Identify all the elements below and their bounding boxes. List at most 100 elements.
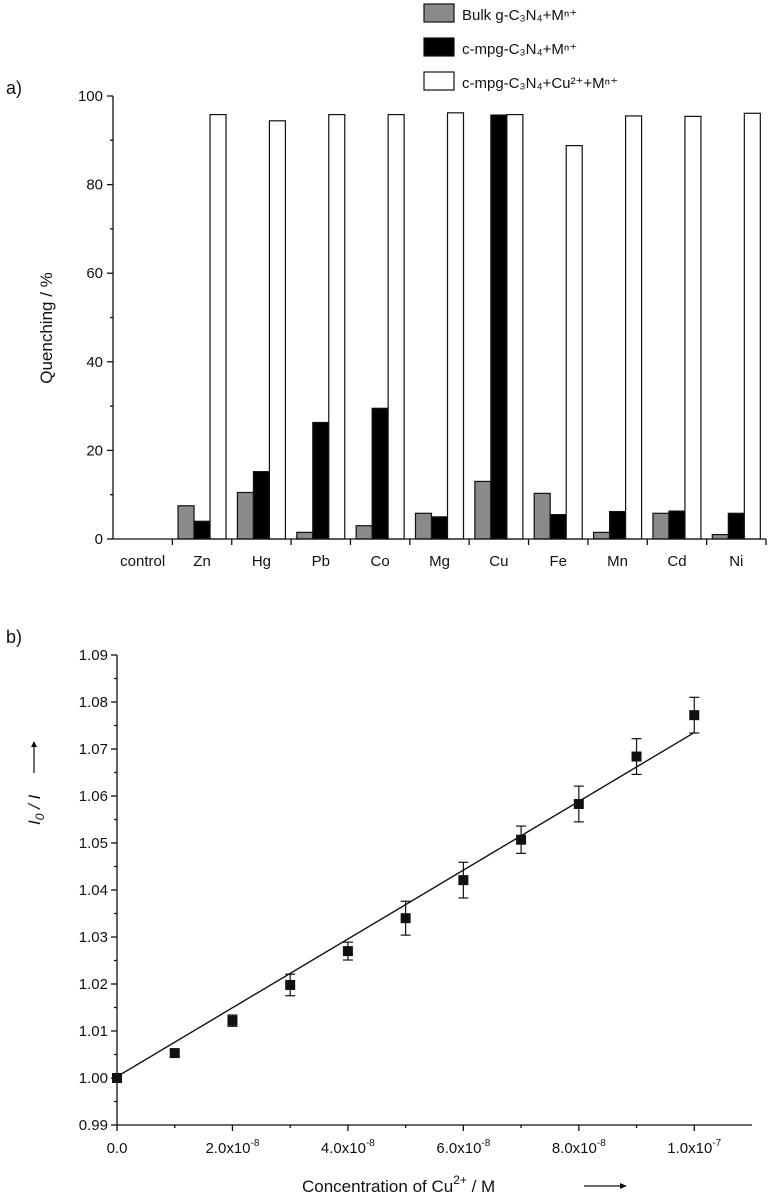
x-tick-label-b: 6.0x10-8 bbox=[436, 1138, 490, 1157]
y-tick-label-b: 1.04 bbox=[79, 882, 108, 899]
bar-zn-series-1 bbox=[177, 505, 195, 540]
x-title-b-arrow-head bbox=[620, 1183, 627, 1189]
data-point bbox=[573, 798, 584, 809]
y-tick-label-a: 100 bbox=[78, 88, 103, 105]
legend-swatch-bulk bbox=[423, 3, 455, 23]
x-tick-label-a-co: Co bbox=[371, 553, 390, 570]
y-tick-label-b: 1.02 bbox=[79, 976, 108, 993]
bar-co-series-3 bbox=[387, 114, 405, 540]
x-tick-label-a-pb: Pb bbox=[312, 553, 330, 570]
bar-pb-series-1 bbox=[296, 531, 314, 540]
bar-cd-series-2 bbox=[668, 510, 686, 540]
y-axis-title-b: I0 / I bbox=[25, 741, 47, 825]
y-tick-label-b: 1.08 bbox=[79, 694, 108, 711]
bars-a bbox=[177, 112, 761, 540]
y-tick-label-a: 0 bbox=[95, 531, 103, 548]
bar-cu-series-1 bbox=[474, 480, 492, 540]
y-tick-label-b: 1.09 bbox=[79, 647, 108, 664]
x-tick-label-b: 1.0x10-7 bbox=[667, 1138, 721, 1157]
bar-cu-series-2 bbox=[490, 114, 508, 540]
x-axis-title-b: Concentration of Cu2+ / M bbox=[302, 1173, 627, 1196]
data-point bbox=[227, 1015, 238, 1026]
bar-pb-series-3 bbox=[328, 114, 346, 540]
y-tick-label-a: 60 bbox=[86, 265, 103, 282]
bar-mn-series-1 bbox=[592, 531, 611, 540]
x-title-b-sup: 2+ bbox=[453, 1173, 467, 1187]
data-point bbox=[689, 710, 700, 721]
legend-label-bulk: Bulk g-C₃N₄+Mⁿ⁺ bbox=[462, 7, 577, 24]
x-tick-label-a-mg: Mg bbox=[429, 553, 450, 570]
bar-co-series-2 bbox=[371, 407, 389, 540]
legend-a: Bulk g-C₃N₄+Mⁿ⁺ c-mpg-C₃N₄+Mⁿ⁺ c-mpg-C₃N… bbox=[423, 3, 618, 92]
data-point bbox=[112, 1073, 122, 1083]
panel-a: a) Bulk g-C₃N₄+Mⁿ⁺ c-mpg-C₃N₄+Mⁿ⁺ c-mpg-… bbox=[6, 3, 767, 570]
y-tick-label-b: 1.00 bbox=[79, 1070, 108, 1087]
bar-cd-series-1 bbox=[652, 512, 670, 540]
x-tick-label-a-control: control bbox=[120, 553, 165, 570]
x-tick-label-a-ni: Ni bbox=[729, 553, 743, 570]
bar-ni-series-2 bbox=[727, 512, 745, 540]
svg-text:Concentration of Cu2+ / M: Concentration of Cu2+ / M bbox=[302, 1173, 495, 1196]
y-tick-label-a: 40 bbox=[86, 354, 103, 371]
y-tick-label-b: 1.01 bbox=[79, 1023, 108, 1040]
y-tick-label-b: 1.07 bbox=[79, 741, 108, 758]
x-tick-label-a-hg: Hg bbox=[252, 553, 271, 570]
bar-cu-series-3 bbox=[506, 114, 524, 540]
x-tick-label-b: 2.0x10-8 bbox=[205, 1138, 259, 1157]
panel-b-label: b) bbox=[6, 627, 22, 647]
data-point bbox=[631, 751, 642, 762]
y-tick-label-a: 80 bbox=[86, 177, 103, 194]
bar-fe-series-2 bbox=[549, 514, 567, 540]
x-title-b-main: Concentration of Cu bbox=[302, 1177, 453, 1196]
y-tick-label-b: 1.06 bbox=[79, 788, 108, 805]
y-tick-label-b: 1.05 bbox=[79, 835, 108, 852]
bar-ni-series-1 bbox=[711, 533, 729, 540]
bar-fe-series-3 bbox=[565, 145, 583, 540]
y-axis-title-a: Quenching / % bbox=[37, 272, 56, 384]
bar-hg-series-3 bbox=[268, 120, 287, 540]
panel-a-label: a) bbox=[6, 78, 22, 98]
bar-cd-series-3 bbox=[684, 115, 702, 540]
x-tick-label-b: 8.0x10-8 bbox=[552, 1138, 606, 1157]
legend-label-cmpg: c-mpg-C₃N₄+Mⁿ⁺ bbox=[462, 41, 577, 58]
panel-b: b) 0.99 1.00 1.01 1.02 1.03 1.04 1.05 1.06 1.07 1… bbox=[6, 627, 752, 1196]
bar-mg-series-2 bbox=[430, 516, 449, 540]
x-tick-label-a-mn: Mn bbox=[607, 553, 628, 570]
x-tick-label-a-cd: Cd bbox=[667, 553, 686, 570]
bar-mg-series-3 bbox=[446, 112, 465, 540]
data-point bbox=[400, 913, 411, 924]
y-title-b-arrow-head bbox=[31, 741, 37, 747]
bar-mg-series-1 bbox=[414, 512, 433, 540]
bar-mn-series-3 bbox=[624, 115, 643, 540]
legend-swatch-cmpg bbox=[423, 37, 455, 57]
bar-pb-series-2 bbox=[312, 421, 330, 540]
axes-b: 0.99 1.00 1.01 1.02 1.03 1.04 1.05 1.06 1.07 1.08… bbox=[79, 647, 752, 1157]
bar-hg-series-2 bbox=[252, 471, 271, 540]
bar-co-series-1 bbox=[355, 525, 373, 540]
y-tick-label-b: 1.03 bbox=[79, 929, 108, 946]
data-point bbox=[342, 946, 353, 957]
legend-label-cmpg-cu: c-mpg-C₃N₄+Cu²⁺+Mⁿ⁺ bbox=[462, 75, 618, 92]
bar-ni-series-3 bbox=[743, 112, 761, 540]
x-tick-label-a-zn: Zn bbox=[193, 553, 211, 570]
x-tick-label-b: 4.0x10-8 bbox=[321, 1138, 375, 1157]
y-title-b-main: I bbox=[25, 820, 44, 825]
x-title-b-unit: / M bbox=[467, 1177, 495, 1196]
data-point bbox=[285, 979, 296, 990]
bar-zn-series-2 bbox=[193, 520, 211, 540]
axes-a: control Zn Hg Pb Co Mg Cu Fe Mn Cd Ni 0 20 40 60 80 100 bbox=[78, 88, 767, 570]
svg-text:I0 / I: I0 / I bbox=[25, 794, 47, 825]
y-title-b-rest: / I bbox=[25, 794, 44, 813]
y-tick-label-b: 0.99 bbox=[79, 1117, 108, 1134]
y-tick-label-a: 20 bbox=[86, 442, 103, 459]
data-point bbox=[458, 875, 469, 886]
bar-zn-series-3 bbox=[209, 114, 227, 540]
x-tick-label-a-fe: Fe bbox=[549, 553, 567, 570]
bar-hg-series-1 bbox=[236, 491, 255, 540]
legend-swatch-cmpg-cu bbox=[423, 71, 455, 91]
data-point bbox=[169, 1048, 180, 1059]
bar-mn-series-2 bbox=[608, 510, 627, 540]
x-tick-label-b: 0.0 bbox=[107, 1140, 128, 1157]
data-point bbox=[516, 834, 527, 845]
